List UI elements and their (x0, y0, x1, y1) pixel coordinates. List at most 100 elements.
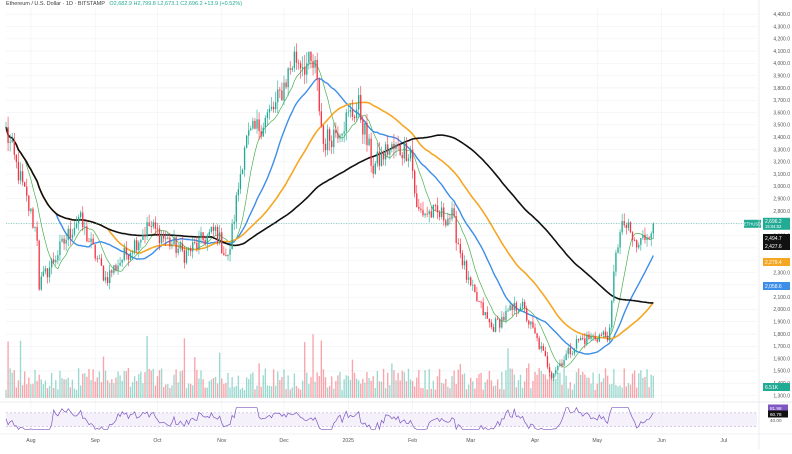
volume-bar (318, 375, 320, 398)
volume-bar (324, 377, 327, 398)
volume-bar (540, 371, 542, 398)
volume-bar (200, 370, 202, 398)
volume-bar (484, 382, 486, 398)
candle-body (507, 310, 509, 312)
candle-body (154, 222, 157, 229)
candle-body (590, 335, 592, 339)
volume-label: 6.51K (765, 385, 779, 391)
volume-bar (125, 371, 128, 398)
x-tick-label: Jul (720, 438, 727, 444)
volume-bar (380, 381, 383, 398)
candle-body (96, 258, 98, 260)
volume-bar (127, 368, 130, 398)
volume-bar (212, 378, 215, 398)
volume-bar (646, 369, 648, 398)
candle-body (158, 228, 161, 244)
volume-bar (44, 380, 47, 398)
candle-body (432, 205, 435, 218)
volume-bar (376, 371, 379, 398)
y-tick-label: 3,700.0 (773, 98, 790, 104)
candle-body (609, 327, 611, 341)
candle-body (142, 234, 144, 241)
volume-bar (231, 377, 233, 398)
volume-bar (648, 387, 650, 398)
volume-bar (156, 376, 159, 398)
candle-body (640, 238, 642, 245)
candle-body (542, 345, 544, 351)
volume-bar (465, 389, 468, 398)
candle-body (557, 365, 559, 371)
volume-bar (260, 386, 262, 398)
volume-bar (532, 380, 534, 398)
candle-body (486, 312, 488, 319)
y-tick-label: 3,000.0 (773, 184, 790, 190)
candle-body (478, 300, 480, 302)
candle-body (384, 144, 387, 160)
volume-bar (424, 370, 426, 398)
volume-bar (310, 377, 312, 398)
volume-bar (582, 371, 584, 398)
volume-bar (113, 383, 115, 398)
volume-bar (629, 384, 632, 398)
volume-bar (241, 387, 244, 398)
candle-body (266, 112, 269, 118)
volume-bar (467, 384, 470, 398)
volume-bar (384, 388, 387, 398)
candle-body (399, 145, 401, 156)
volume-bar (328, 385, 331, 398)
volume-bar (546, 379, 549, 398)
candle-body (262, 127, 264, 137)
volume-bar (136, 380, 138, 398)
candle-body (69, 228, 71, 238)
volume-bar (362, 378, 364, 398)
candle-body (38, 240, 40, 290)
price-label: 2,696.2 (765, 219, 782, 225)
volume-bar (553, 373, 555, 398)
candle-body (467, 277, 470, 280)
candle-body (538, 338, 540, 350)
volume-bar (283, 369, 285, 398)
candle-body (50, 259, 53, 268)
candle-body (272, 106, 275, 110)
y-tick-label: 4,200.0 (773, 37, 790, 43)
volume-bar (374, 387, 376, 398)
volume-bar (644, 377, 646, 398)
candle-body (100, 258, 103, 266)
candle-body (104, 277, 107, 281)
volume-bar (194, 357, 196, 398)
volume-bar (77, 368, 80, 398)
candle-body (23, 182, 26, 187)
candle-body (411, 149, 414, 171)
candle-body (629, 222, 632, 233)
candle-body (362, 120, 364, 135)
volume-bar (567, 388, 569, 398)
candle-body (212, 226, 215, 231)
volume-bar (82, 373, 84, 398)
volume-bar (165, 384, 167, 398)
candle-body (221, 232, 223, 254)
volume-bar (225, 382, 227, 398)
volume-bar (602, 378, 605, 398)
volume-bar (609, 384, 611, 398)
volume-bar (619, 385, 621, 398)
candle-body (167, 237, 169, 239)
y-tick-label: 1,500.0 (773, 369, 790, 375)
candle-body (227, 254, 229, 257)
candle-body (320, 111, 323, 126)
volume-bar (221, 378, 223, 398)
volume-bar (167, 384, 169, 398)
volume-bar (565, 375, 567, 398)
candle-body (333, 129, 335, 148)
y-tick-label: 2,000.0 (773, 307, 790, 313)
volume-bar (71, 379, 74, 398)
rsi-label-bg (768, 404, 788, 412)
candle-body (339, 135, 341, 139)
volume-bar (451, 376, 453, 398)
y-tick-label: 4,300.0 (773, 24, 790, 30)
y-tick-label: 3,100.0 (773, 172, 790, 178)
candle-body (165, 238, 167, 240)
candle-body (316, 60, 318, 80)
candle-body (497, 318, 499, 320)
